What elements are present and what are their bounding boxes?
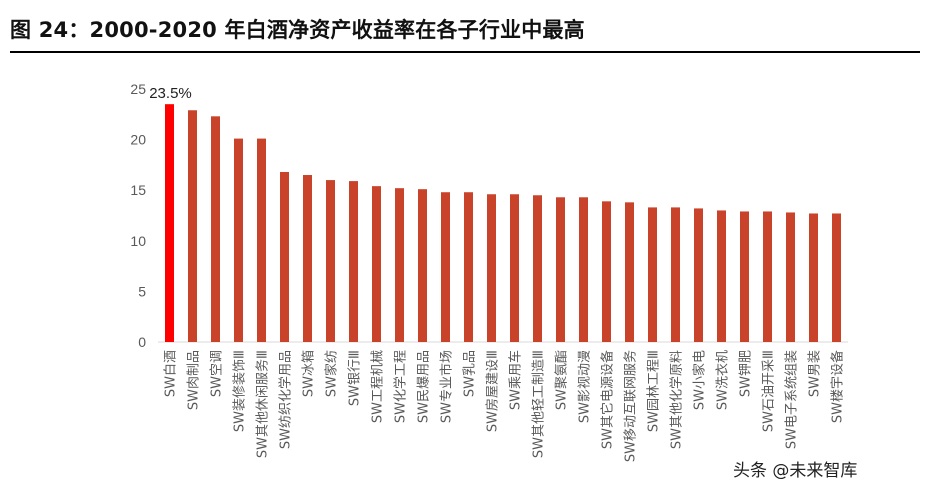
bar [211,116,220,342]
x-tick-label: SW园林工程Ⅲ [647,350,662,432]
y-tick-label: 0 [138,334,146,350]
x-tick-label: SW肉制品 [187,350,202,410]
bar [464,192,473,342]
bar [441,192,450,342]
watermark: 头条 @未来智库 [733,461,858,481]
x-tick-label: SW男装 [808,350,823,397]
y-axis: 0 5 10 15 20 25 [130,81,146,350]
bar [303,175,312,342]
bar [809,213,818,342]
x-tick-label: SW民爆用品 [417,350,432,423]
bar [579,197,588,342]
bar [717,210,726,342]
bar [786,212,795,342]
data-label: 23.5% [149,85,192,102]
bar [188,110,197,342]
x-tick-label: SW银行Ⅲ [348,350,363,406]
x-tick-label: SW空调 [210,350,225,397]
x-tick-label: SW小家电 [692,350,708,410]
x-tick-label: SW电子系统组装 [785,350,800,449]
bar [740,211,749,342]
y-tick-label: 25 [130,81,146,97]
y-tick-label: 10 [130,233,146,249]
x-tick-label: SW楼宇设备 [830,350,846,423]
x-tick-label: SW其他轻工制造Ⅲ [532,350,547,458]
x-tick-label: SW白酒 [163,350,179,397]
x-tick-label: SW钾肥 [739,350,754,397]
page-title: 图 24：2000-2020 年白酒净资产收益率在各子行业中最高 [10,18,585,42]
bar [280,171,289,342]
x-tick-label: SW移动互联网服务 [623,350,639,462]
data-labels-group: 23.5% [149,85,192,102]
bar [326,180,335,342]
x-tick-label: SW其他休闲服务Ⅲ [255,350,271,458]
x-tick-label: SW化学工程 [393,350,409,423]
bar [625,202,634,342]
bar [533,195,542,342]
bar [234,138,243,342]
bar [487,194,496,342]
title-divider [10,51,920,53]
x-tick-label: SW房屋建设Ⅲ [485,350,501,432]
x-tick-label: SW专业市场 [439,350,455,423]
x-axis-labels: SW白酒 SW肉制品 SW空调 SW装修装饰Ⅲ SW其他休闲服务Ⅲ SW纺织化学用品 SW冰… [163,350,846,462]
bar [395,188,404,342]
x-tick-label: SW装修装饰Ⅲ [233,350,248,432]
x-tick-label: SW聚氨酯 [555,350,570,410]
x-tick-label: SW影视动漫 [578,350,593,423]
bar [418,189,427,342]
x-tick-label: SW家纺 [324,350,340,397]
x-tick-label: SW乳品 [463,350,478,397]
y-tick-label: 5 [138,283,146,299]
x-tick-label: SW其它电源设备 [600,350,616,449]
bar [349,181,358,342]
x-tick-label: SW纺织化学用品 [278,350,294,449]
y-tick-label: 15 [130,182,146,198]
bars-group [165,104,841,343]
x-tick-label: SW乘用车 [508,350,524,410]
bar [602,201,611,342]
bar [832,213,841,342]
bar [694,208,703,342]
bar [257,138,266,342]
bar [510,194,519,342]
bar [165,104,174,343]
x-tick-label: SW其他化学原料 [669,350,685,449]
bar [556,197,565,342]
x-tick-label: SW冰箱 [301,350,317,397]
bar [671,207,680,342]
x-tick-label: SW石油开采Ⅲ [762,350,777,432]
x-tick-label: SW工程机械 [371,350,386,423]
bar [763,211,772,342]
x-tick-label: SW洗衣机 [715,350,731,410]
bar [372,186,381,342]
y-tick-label: 20 [130,132,146,148]
bar [648,207,657,342]
